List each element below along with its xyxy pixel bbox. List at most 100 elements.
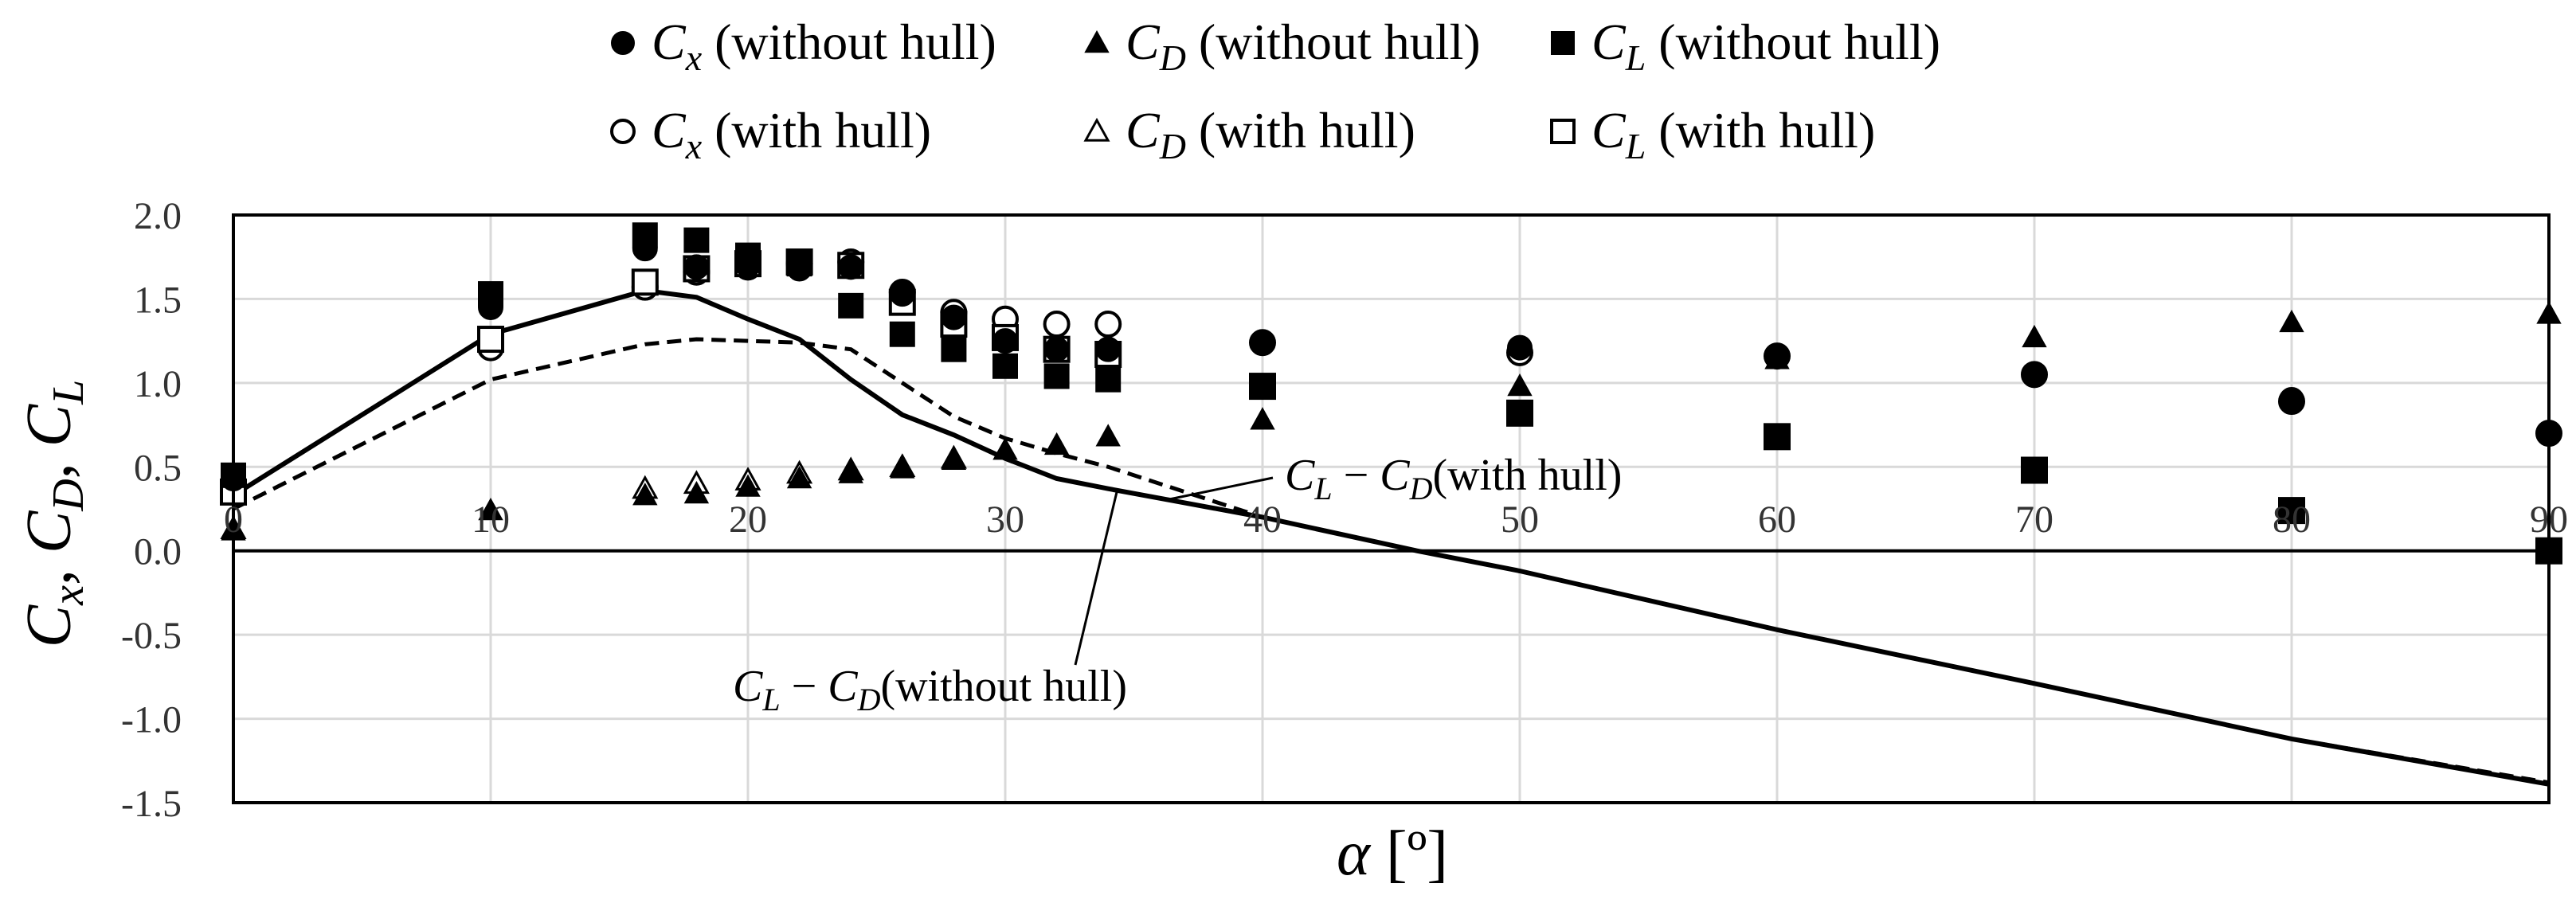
marker-x-without-hull — [1250, 330, 1275, 356]
marker-l-without-hull — [786, 251, 812, 277]
marker-d-without-hull — [890, 455, 915, 479]
marker-l-without-hull — [1043, 363, 1070, 389]
marker-l-without-hull — [1764, 424, 1790, 450]
x-tick-label: 0 — [224, 498, 243, 541]
legend-d-with-hull: CD (with hull) — [1083, 102, 1415, 166]
marker-l-without-hull — [992, 353, 1018, 379]
line-cl-cd-without-hull — [232, 287, 2550, 787]
legend: Cx (without hull) CD (without hull) CL (wi… — [610, 14, 1940, 166]
marker-l-with-hull — [477, 326, 504, 354]
marker-x-with-hull — [1043, 311, 1071, 338]
marker-l-without-hull — [2279, 498, 2304, 524]
marker-x-without-hull — [889, 281, 915, 307]
marker-d-without-hull — [683, 480, 710, 504]
legend-l-with-hull: CL (with hull) — [1550, 102, 1875, 166]
marker-d-without-hull — [1095, 424, 1121, 447]
y-tick-label: 2.0 — [134, 195, 182, 237]
y-tick-label: 0.0 — [134, 531, 182, 573]
y-tick-label: -1.0 — [121, 699, 182, 741]
legend-marker — [1551, 31, 1575, 55]
y-tick-label: 1.0 — [134, 363, 182, 405]
marker-d-without-hull — [786, 465, 812, 489]
series-markers — [220, 222, 2562, 565]
legend-label: CL (with hull) — [1591, 102, 1875, 166]
y-tick-label: -1.5 — [121, 783, 182, 825]
marker-l-without-hull — [1250, 373, 1275, 400]
marker-x-without-hull — [1507, 334, 1533, 361]
legend-marker — [1084, 29, 1110, 53]
marker-x-without-hull — [1095, 336, 1122, 362]
annotation-with-hull: CL − CD(with hull) — [1285, 451, 1622, 506]
annotation-leader — [1074, 491, 1118, 666]
marker-d-without-hull — [1250, 407, 1275, 430]
legend-label: Cx (with hull) — [652, 102, 931, 166]
line-cl-cd-with-hull — [232, 337, 2550, 785]
legend-d-without-hull: CD (without hull) — [1084, 14, 1481, 78]
marker-x-without-hull — [941, 304, 967, 330]
marker-x-without-hull — [1043, 336, 1070, 362]
marker-l-without-hull — [478, 281, 503, 307]
marker-l-without-hull — [683, 227, 710, 253]
marker-d-without-hull — [2022, 324, 2047, 348]
x-tick-label: 70 — [2015, 498, 2053, 541]
marker-l-without-hull — [735, 242, 761, 268]
marker-l-without-hull — [632, 222, 658, 248]
marker-d-without-hull — [992, 437, 1018, 460]
marker-x-without-hull — [2279, 386, 2304, 412]
axis-titles: α [º] Cx, CD, CL — [14, 380, 1448, 889]
marker-d-without-hull — [1043, 432, 1070, 455]
marker-x-without-hull — [992, 328, 1018, 354]
marker-x-without-hull — [683, 254, 710, 280]
legend-x-without-hull: Cx (without hull) — [611, 14, 996, 78]
x-tick-label: 20 — [729, 498, 767, 541]
marker-l-without-hull — [838, 292, 864, 319]
legend-label: CD (without hull) — [1126, 14, 1481, 78]
tick-labels: 0 10 20 30 40 50 60 70 80 90 2.0 1.5 1.0 0.5 0.0 -0.5 -1… — [121, 195, 2568, 825]
marker-l-with-hull — [631, 268, 659, 296]
marker-x-with-hull — [1094, 311, 1122, 338]
y-tick-label: 0.5 — [134, 447, 182, 489]
x-tick-label: 60 — [1758, 498, 1796, 541]
marker-d-without-hull — [838, 460, 863, 483]
legend-x-with-hull: Cx (with hull) — [610, 102, 931, 166]
marker-d-without-hull — [2279, 309, 2304, 333]
x-tick-label: 40 — [1243, 498, 1282, 541]
marker-d-without-hull — [941, 447, 967, 471]
marker-d-without-hull — [735, 474, 761, 497]
marker-d-without-hull — [632, 483, 658, 506]
legend-marker — [1083, 117, 1110, 142]
marker-l-without-hull — [1507, 400, 1533, 426]
legend-l-without-hull: CL (without hull) — [1551, 14, 1940, 78]
marker-l-without-hull — [889, 321, 915, 347]
marker-d-without-hull — [478, 498, 503, 521]
y-tick-label: -0.5 — [121, 615, 182, 657]
legend-marker — [1550, 119, 1576, 144]
marker-d-without-hull — [1507, 373, 1533, 397]
legend-label: Cx (without hull) — [652, 14, 996, 78]
y-tick-label: 1.5 — [134, 279, 182, 321]
x-tick-label: 90 — [2530, 498, 2568, 541]
plot-frame — [232, 213, 2551, 804]
x-axis-title: α [º] — [1337, 819, 1448, 889]
annotation-leader — [1169, 476, 1274, 501]
x-tick-label: 30 — [986, 498, 1024, 541]
marker-d-without-hull — [1764, 346, 1790, 369]
legend-marker — [611, 31, 635, 55]
x-tick-label: 10 — [472, 498, 510, 541]
grid — [232, 213, 2551, 804]
difference-lines — [232, 287, 2550, 787]
marker-l-without-hull — [1095, 366, 1122, 393]
x-tick-label: 50 — [1501, 498, 1539, 541]
line-annotations: CL − CD(with hull) CL − CD(without hull) — [733, 451, 1622, 717]
legend-label: CD (with hull) — [1126, 102, 1415, 166]
y-axis-title: Cx, CD, CL — [14, 380, 93, 648]
marker-l-without-hull — [941, 336, 967, 362]
legend-label: CL (without hull) — [1591, 14, 1940, 78]
annotation-without-hull: CL − CD(without hull) — [733, 662, 1127, 717]
marker-x-without-hull — [2022, 362, 2047, 388]
x-tick-label: 80 — [2273, 498, 2311, 541]
legend-marker — [610, 119, 636, 144]
marker-l-without-hull — [2022, 457, 2047, 483]
marker-x-without-hull — [838, 254, 864, 280]
